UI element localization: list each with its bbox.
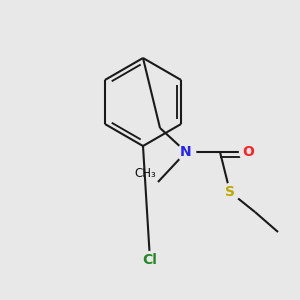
Text: N: N xyxy=(180,145,192,159)
Text: Cl: Cl xyxy=(142,253,158,267)
Text: S: S xyxy=(225,185,235,199)
Text: CH₃: CH₃ xyxy=(134,167,156,180)
Text: O: O xyxy=(242,145,254,159)
